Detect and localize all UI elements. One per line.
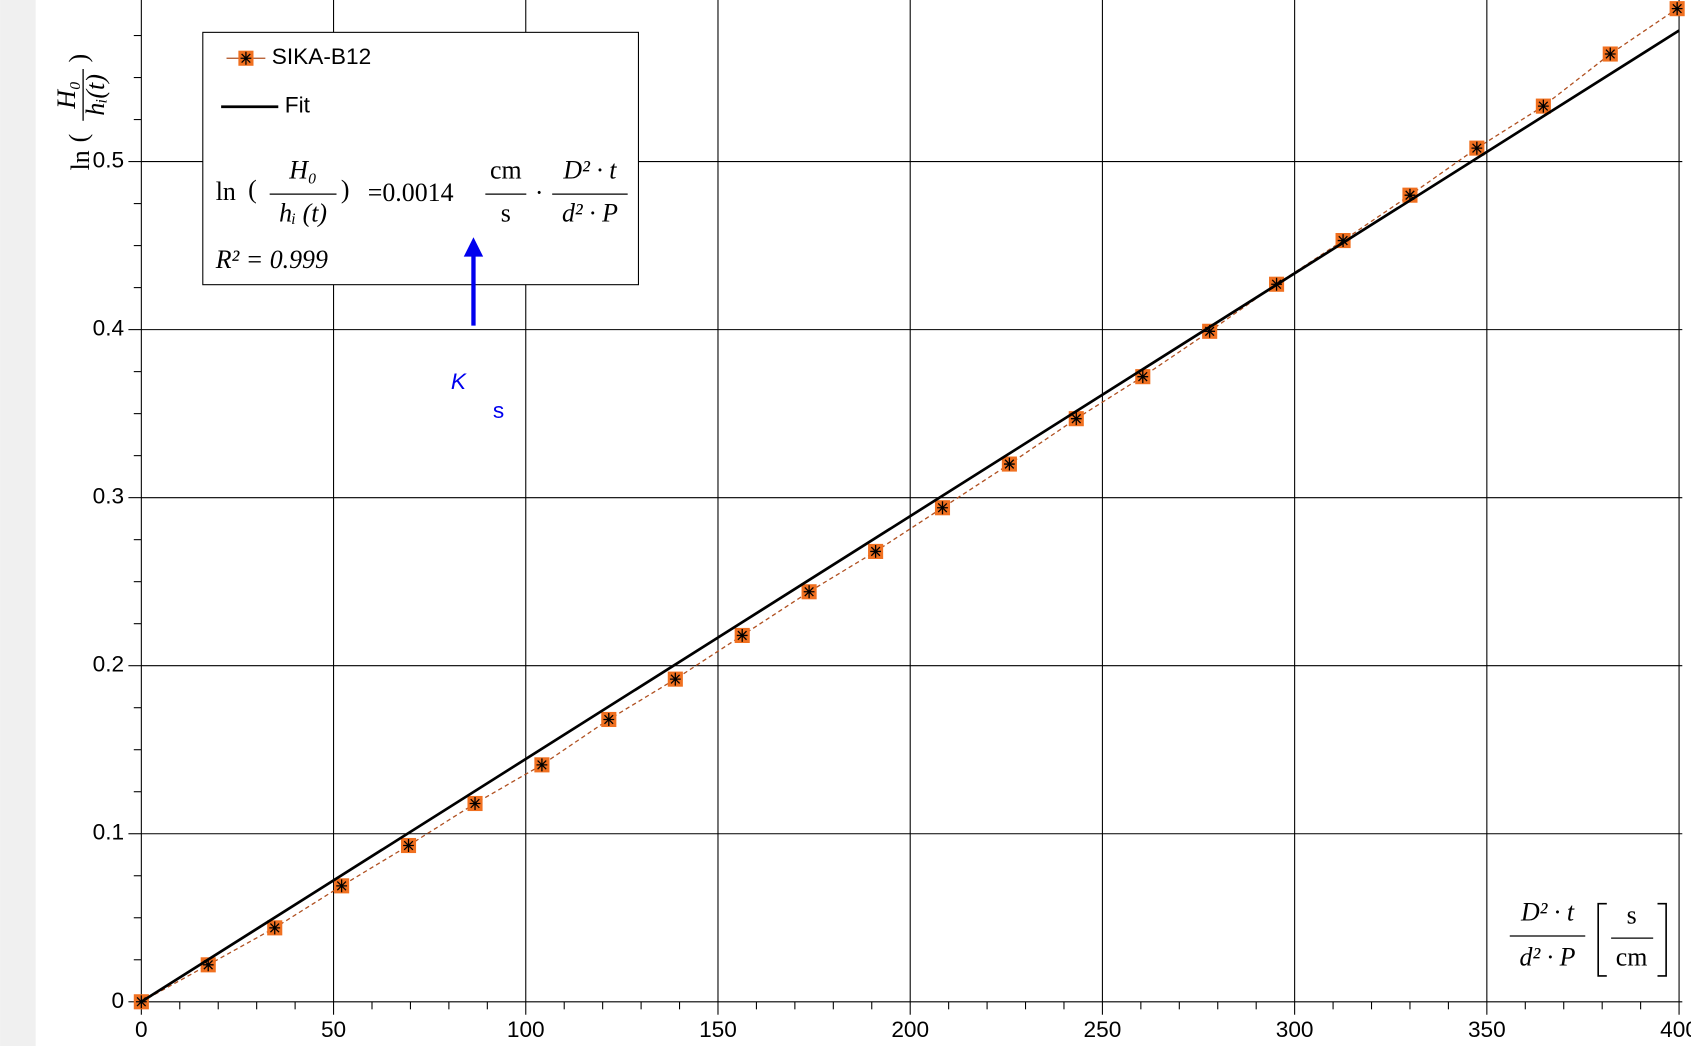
bracket bbox=[1597, 902, 1667, 977]
x-tick-label: 300 bbox=[1276, 1017, 1314, 1042]
data-point bbox=[1001, 456, 1017, 472]
x-tick-label: 350 bbox=[1468, 1017, 1506, 1042]
x-tick-label: 50 bbox=[321, 1017, 346, 1042]
marker-star bbox=[669, 672, 681, 686]
data-point bbox=[667, 671, 683, 687]
x-tick-label: 250 bbox=[1084, 1017, 1122, 1042]
marker-star bbox=[1404, 188, 1416, 202]
paren: ) bbox=[341, 175, 350, 204]
y-tick-label: 0.2 bbox=[93, 652, 124, 677]
paren: ) bbox=[64, 54, 93, 63]
y-label-den: hᵢ(t) bbox=[81, 74, 110, 115]
eq-coef: =0.0014 bbox=[368, 178, 454, 207]
y-tick-label: 0.1 bbox=[93, 820, 124, 845]
marker-star bbox=[1003, 457, 1015, 471]
eq-unit-num: cm bbox=[490, 155, 522, 184]
marker-star bbox=[870, 544, 881, 558]
marker-star bbox=[269, 921, 281, 935]
legend-label: Fit bbox=[285, 93, 311, 118]
marker-star bbox=[736, 628, 748, 642]
data-point bbox=[334, 878, 350, 894]
eq-unit-den: s bbox=[501, 199, 511, 228]
data-point bbox=[1669, 1, 1685, 17]
data-point bbox=[601, 711, 617, 728]
data-point bbox=[534, 757, 550, 773]
eq-den: hᵢ (t) bbox=[279, 199, 327, 228]
marker-star bbox=[202, 958, 214, 972]
x-tick-label: 100 bbox=[507, 1017, 545, 1042]
eq-fn: ln bbox=[216, 177, 236, 206]
x-label-unit-num: s bbox=[1627, 901, 1637, 930]
y-label-fn: ln bbox=[66, 150, 95, 170]
paren: ( bbox=[248, 175, 257, 204]
marker-star bbox=[1070, 412, 1082, 426]
x-label-unit-den: cm bbox=[1616, 943, 1648, 972]
y-axis-label: ln ( H₀ hᵢ(t) ) bbox=[52, 54, 110, 170]
marker-star bbox=[803, 585, 815, 599]
annotation-sub: s bbox=[493, 398, 504, 423]
eq-rhs-num: D² · t bbox=[562, 155, 617, 184]
eq-num: H₀ bbox=[288, 155, 317, 184]
data-point bbox=[467, 795, 483, 812]
x-tick-label: 400 bbox=[1660, 1017, 1691, 1042]
marker-star bbox=[1137, 370, 1149, 384]
marker-star bbox=[1471, 141, 1483, 155]
data-point bbox=[801, 584, 817, 600]
marker-star bbox=[603, 713, 615, 726]
marks bbox=[133, 1, 1685, 1010]
x-tick-label: 200 bbox=[891, 1017, 929, 1042]
data-point bbox=[267, 920, 283, 936]
x-label-num: D² · t bbox=[1520, 897, 1575, 926]
r-squared: R² = 0.999 bbox=[215, 245, 328, 274]
data-point bbox=[868, 543, 884, 559]
marker-star bbox=[1604, 47, 1616, 61]
data-point bbox=[1602, 46, 1618, 62]
y-tick-label: 0.4 bbox=[93, 316, 124, 341]
annotation-arrowhead bbox=[463, 237, 484, 257]
x-axis-label: D² · t d² · P s cm bbox=[1509, 897, 1667, 977]
data-line bbox=[141, 8, 1678, 1003]
data-point bbox=[1469, 140, 1485, 156]
legend-box bbox=[202, 31, 639, 286]
marker-star bbox=[1671, 2, 1683, 16]
y-label-num: H₀ bbox=[52, 81, 81, 110]
y-tick-label: 0 bbox=[111, 988, 124, 1013]
marker-star bbox=[1537, 99, 1549, 113]
eq-dot: · bbox=[535, 178, 544, 207]
annotation-main: K bbox=[451, 369, 467, 394]
equation: ln ( H₀ hᵢ (t) ) =0.0014 cm s · D² · t d… bbox=[215, 155, 628, 274]
marker-star bbox=[240, 51, 252, 65]
eq-rhs-den: d² · P bbox=[562, 199, 618, 228]
marker-star bbox=[1204, 324, 1216, 338]
data-point bbox=[400, 837, 417, 854]
grid: 0 50 100 150 200 250 300 350 400 0 0.1 0.2 0.3 0.4 0.5… bbox=[93, 0, 1691, 1042]
x-tick-label: 0 bbox=[135, 1017, 148, 1042]
data-point bbox=[1535, 98, 1551, 114]
x-label-den: d² · P bbox=[1520, 943, 1576, 972]
data-point bbox=[734, 627, 750, 644]
side-strip bbox=[0, 0, 36, 1046]
marker-star bbox=[469, 797, 481, 810]
legend: SIKA-B12 Fit bbox=[221, 44, 371, 118]
marker-star bbox=[336, 879, 348, 893]
y-tick-label: 0.5 bbox=[93, 148, 124, 173]
y-tick-label: 0.6 bbox=[93, 0, 124, 5]
marker-star bbox=[937, 501, 948, 515]
legend-label: SIKA-B12 bbox=[272, 44, 371, 69]
y-tick-label: 0.3 bbox=[93, 484, 124, 509]
data-point bbox=[934, 500, 951, 516]
marker-star bbox=[536, 758, 548, 772]
marker-star bbox=[403, 839, 414, 852]
paren: ( bbox=[64, 134, 93, 143]
fit-line bbox=[140, 29, 1680, 1003]
marker-star bbox=[1337, 234, 1349, 248]
x-tick-label: 150 bbox=[699, 1017, 737, 1042]
data-point bbox=[1202, 323, 1218, 339]
